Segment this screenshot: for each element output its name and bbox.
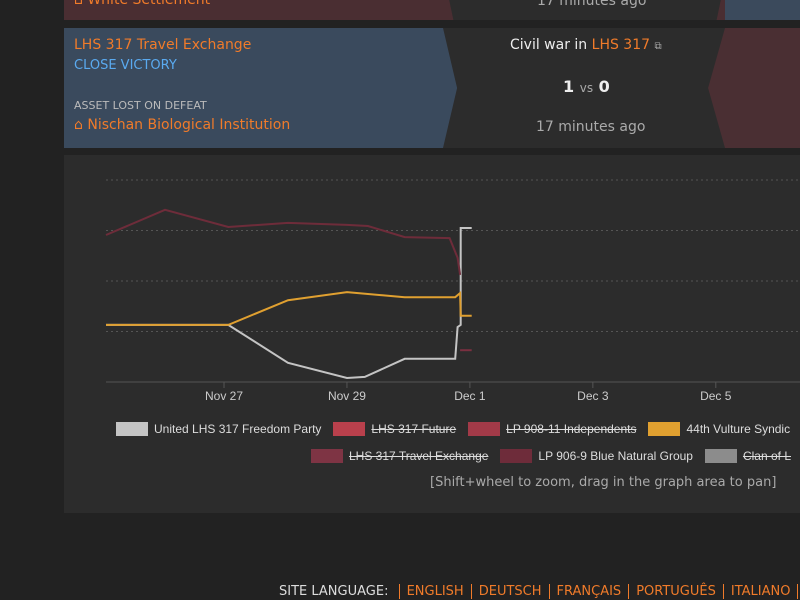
x-tick-label: Nov 29 — [328, 389, 366, 403]
score-left: 1 — [563, 77, 575, 96]
x-tick-label: Nov 27 — [205, 389, 243, 403]
x-tick-label: Dec 1 — [454, 389, 486, 403]
legend-item[interactable]: LHS 317 Travel Exchange — [311, 449, 488, 463]
legend-item[interactable]: LHS 317 Future — [333, 422, 456, 436]
legend-label[interactable]: LP 908-11 Independents — [506, 422, 637, 436]
legend-swatch — [500, 449, 533, 463]
link-icon[interactable]: ⧉ — [654, 41, 662, 52]
war-title: Civil war in LHS 317 ⧉ — [510, 37, 662, 53]
asset[interactable]: ⌂ Nischan Biological Institution — [74, 117, 291, 133]
x-tick-label: Dec 3 — [577, 389, 609, 403]
war-prefix: Civil war in — [510, 37, 588, 53]
score-vs: vs — [579, 81, 594, 95]
legend-row: LHS 317 Travel Exchange LP 906-9 Blue Nat… — [311, 449, 791, 463]
legend-item[interactable]: LP 908-11 Independents — [468, 422, 636, 436]
prev-time: 17 minutes ago — [537, 0, 647, 9]
hint: [Shift+wheel to zoom, drag in the graph … — [430, 475, 777, 490]
language-link[interactable]: FRANÇAIS — [548, 584, 629, 599]
legend-swatch — [468, 422, 501, 436]
chart-panel: Nov 27 Nov 29 Dec 1 Dec 3 Dec 5 United LHS 3… — [64, 155, 800, 513]
card-middle — [443, 28, 725, 148]
language-label: SITE LANGUAGE: — [279, 584, 389, 599]
asset-name[interactable]: Nischan Biological Institution — [87, 117, 291, 133]
legend-label[interactable]: United LHS 317 Freedom Party — [154, 422, 322, 436]
legend-label[interactable]: LHS 317 Future — [371, 422, 457, 436]
language-link[interactable]: ITALIANO — [722, 584, 798, 599]
chart[interactable]: Nov 27 Nov 29 Dec 1 Dec 3 Dec 5 — [64, 155, 800, 513]
prev-right — [725, 0, 800, 20]
prev-station[interactable]: ⌂ White Settlement — [74, 0, 210, 8]
legend-swatch — [311, 449, 343, 463]
legend-swatch — [333, 422, 366, 436]
language-link[interactable]: DEUTSCH — [470, 584, 549, 599]
language-link[interactable]: PORTUGUÊS — [628, 584, 723, 599]
card-left — [64, 28, 464, 148]
score: 1 vs 0 — [563, 77, 610, 96]
legend-row: United LHS 317 Freedom Party LHS 317 Futu… — [116, 422, 790, 436]
legend-swatch — [116, 422, 148, 436]
legend-label[interactable]: LHS 317 Travel Exchange — [349, 449, 489, 463]
legend-swatch — [704, 449, 737, 463]
series-line — [106, 227, 472, 380]
system[interactable]: LHS 317 — [591, 37, 651, 53]
asset-label: ASSET LOST ON DEFEAT — [74, 99, 207, 112]
x-tick-label: Dec 5 — [700, 389, 732, 403]
prev-middle — [445, 0, 725, 20]
time: 17 minutes ago — [536, 119, 646, 135]
legend-swatch — [648, 422, 681, 436]
legend-item[interactable]: 44th Vulture Syndic — [648, 422, 790, 436]
series-line — [106, 291, 472, 326]
legend-item[interactable]: United LHS 317 Freedom Party — [116, 422, 321, 436]
legend-label[interactable]: LP 906-9 Blue Natural Group — [538, 449, 693, 463]
legend-item[interactable]: LP 906-9 Blue Natural Group — [500, 449, 693, 463]
legend-label[interactable]: 44th Vulture Syndic — [686, 422, 791, 436]
status: CLOSE VICTORY — [74, 58, 177, 73]
language-link[interactable]: ENGLISH — [398, 584, 471, 599]
station[interactable]: LHS 317 Travel Exchange — [74, 37, 252, 53]
series-line — [105, 208, 462, 276]
score-right: 0 — [598, 77, 610, 96]
legend-item[interactable]: Clan of L — [704, 449, 791, 463]
language-bar: SITE LANGUAGE: ENGLISH DEUTSCH FRANÇAIS POR… — [279, 584, 800, 599]
prev-station-name[interactable]: White Settlement — [87, 0, 211, 8]
legend-label[interactable]: Clan of L — [742, 449, 791, 463]
